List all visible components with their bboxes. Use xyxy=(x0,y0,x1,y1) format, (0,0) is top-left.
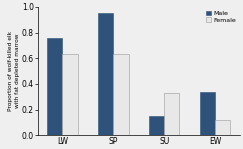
Bar xyxy=(62,54,78,135)
Bar xyxy=(164,93,180,135)
Bar xyxy=(200,92,215,135)
Bar xyxy=(149,116,164,135)
Legend: Male, Female: Male, Female xyxy=(206,10,236,23)
Bar xyxy=(215,120,230,135)
Bar xyxy=(113,54,129,135)
Bar xyxy=(47,38,62,135)
Y-axis label: Proportion of wolf-killed elk
with fat depleted marrow: Proportion of wolf-killed elk with fat d… xyxy=(8,31,20,111)
Bar xyxy=(98,13,113,135)
